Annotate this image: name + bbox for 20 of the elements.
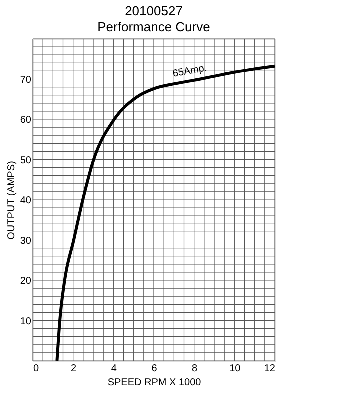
- x-tick-label: 12: [264, 364, 276, 374]
- x-tick-label: 10: [230, 364, 242, 374]
- y-tick-label: 30: [20, 236, 32, 247]
- x-tick-label: 8: [192, 364, 198, 374]
- x-tick-label: 2: [71, 364, 78, 374]
- x-axis-title: SPEED RPM X 1000: [108, 378, 202, 388]
- x-tick-label: 0: [34, 364, 40, 374]
- y-axis-title: OUTPUT (AMPS): [6, 161, 18, 240]
- line-series: [56, 64, 276, 362]
- y-tick-label: 50: [20, 155, 32, 166]
- y-tick-label: 20: [20, 276, 32, 287]
- chart-title: 20100527: [125, 4, 183, 19]
- annotation: 65Amp.: [172, 63, 208, 80]
- y-tick-label: 70: [20, 74, 32, 86]
- x-tick-label: 6: [152, 364, 158, 374]
- chart-subtitle: Performance Curve: [98, 20, 210, 35]
- y-tick-label: 60: [20, 115, 32, 126]
- x-tick-label: 4: [111, 364, 118, 374]
- y-tick-label: 10: [20, 316, 32, 328]
- y-tick-label: 40: [20, 196, 32, 206]
